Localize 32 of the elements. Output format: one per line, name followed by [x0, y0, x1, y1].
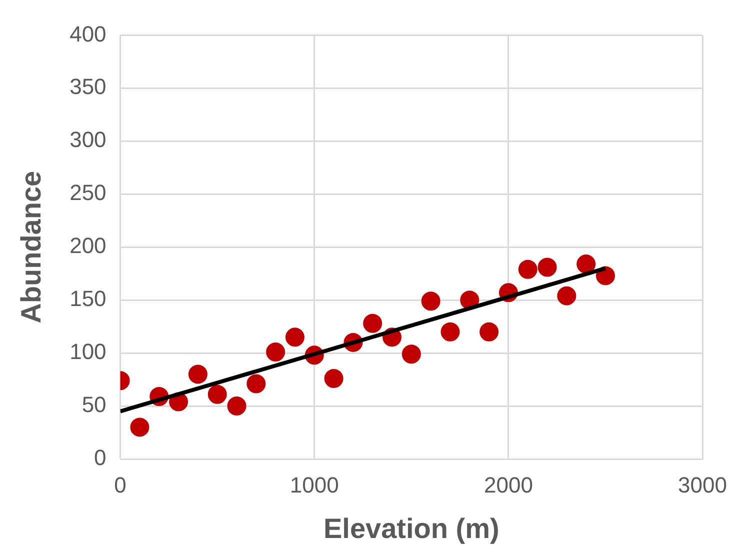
x-tick-label: 1000	[290, 472, 339, 498]
point	[208, 384, 227, 404]
x-axis-title: Elevation (m)	[324, 512, 500, 544]
point	[130, 418, 150, 437]
y-tick-label: 100	[70, 339, 106, 364]
point	[538, 258, 557, 277]
point	[557, 286, 576, 306]
point	[363, 314, 382, 333]
y-tick-label: 300	[70, 127, 106, 152]
x-tick-label: 2000	[484, 472, 533, 498]
y-tick-label: 0	[94, 445, 106, 470]
point	[188, 364, 208, 384]
point	[324, 368, 344, 388]
y-tick-label: 200	[70, 233, 106, 258]
point	[576, 254, 596, 274]
y-tick-label: 250	[70, 180, 106, 206]
point	[518, 260, 538, 279]
y-axis-title: Abundance	[16, 170, 47, 324]
y-tick-label: 50	[82, 392, 106, 418]
point	[266, 342, 286, 362]
point	[480, 322, 499, 342]
point	[246, 374, 266, 394]
y-tick-label: 350	[70, 74, 106, 100]
point	[402, 344, 421, 364]
y-tick-label: 150	[70, 286, 106, 312]
point	[227, 396, 246, 416]
x-tick-label: 3000	[678, 472, 728, 498]
point	[285, 328, 304, 347]
point	[421, 292, 440, 311]
point	[440, 322, 460, 342]
y-tick-label: 400	[70, 21, 106, 46]
x-tick-label: 0	[114, 472, 126, 498]
